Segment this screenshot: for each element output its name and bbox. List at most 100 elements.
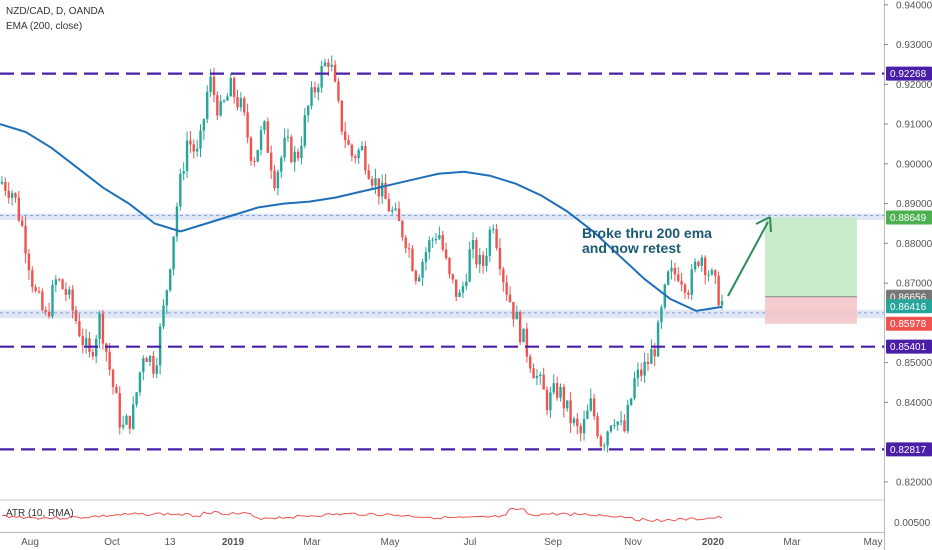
atr-axis-tick: 0.00500 (894, 518, 931, 529)
candle-body (135, 392, 138, 405)
x-tick-label-0: Aug (21, 537, 39, 548)
candle-body (717, 275, 720, 306)
candle-body (465, 281, 468, 287)
candle-body (374, 178, 377, 186)
candle-body (47, 311, 51, 317)
candle-body (529, 356, 532, 369)
candle-body (380, 182, 384, 197)
candle-body (518, 312, 522, 343)
candle-body (249, 137, 253, 161)
candle-body (253, 160, 256, 162)
candle-body (606, 431, 609, 446)
candle-body (219, 101, 222, 116)
candle-body (455, 279, 458, 297)
candle-body (125, 415, 128, 425)
candle-body (448, 258, 451, 275)
candle-body (115, 386, 118, 394)
ema-200-line (0, 123, 723, 312)
candle-body (192, 144, 195, 152)
candle-body (485, 255, 488, 266)
candle-body (428, 240, 431, 253)
y-tick-label-1: 0.93000 (896, 40, 932, 51)
y-tick-label-3: 0.91000 (896, 120, 932, 131)
candle-body (596, 416, 599, 437)
atr-legend[interactable]: ATR (10, RMA) (6, 508, 74, 519)
zones-layer (0, 213, 884, 319)
candle-body (515, 312, 518, 320)
candle-body (391, 209, 394, 212)
candle-body (347, 140, 350, 145)
candle-body (576, 418, 579, 427)
ema-legend[interactable]: EMA (200, close) (6, 21, 83, 32)
candle-body (539, 374, 542, 376)
x-tick-label-4: Mar (303, 537, 321, 548)
candle-body (471, 240, 475, 250)
candle-body (404, 237, 407, 249)
candle-body (559, 386, 562, 398)
candle-body (132, 404, 135, 429)
candles-layer (0, 55, 724, 453)
level-badge-0 (886, 66, 932, 81)
candle-body (461, 286, 465, 293)
candle-body (20, 220, 24, 226)
candle-body (481, 254, 485, 266)
candle-body (444, 249, 448, 259)
level-badge-text-1: 0.85401 (890, 342, 927, 353)
price-badge-2 (886, 299, 932, 314)
price-axis[interactable]: 0.94000 0.93000 0.92000 0.91000 0.90000 0.890… (884, 0, 932, 488)
candle-body (340, 100, 344, 132)
candle-body (663, 284, 667, 308)
candle-body (343, 131, 347, 141)
candle-body (195, 148, 199, 152)
candle-body (505, 282, 508, 295)
candle-body (91, 351, 95, 357)
annotation-line-1: Broke thru 200 ema (582, 225, 712, 241)
candle-body (273, 170, 276, 189)
candle-body (350, 144, 354, 157)
candle-body (327, 62, 330, 67)
price-badge-0 (886, 210, 932, 225)
candle-body (202, 119, 206, 131)
candle-body (566, 400, 569, 409)
candle-body (229, 78, 232, 97)
time-axis[interactable]: Aug Oct 13 2019 Mar May Jul Sep Nov 2020 Mar May (21, 537, 882, 548)
candle-body (629, 398, 633, 405)
candle-body (280, 157, 283, 172)
candle-body (51, 284, 54, 317)
y-tick-label-4: 0.90000 (896, 159, 932, 170)
y-tick-label-2: 0.92000 (896, 80, 932, 91)
candle-body (549, 392, 552, 411)
candle-body (360, 146, 364, 151)
candle-body (609, 425, 613, 432)
candle-body (172, 236, 175, 270)
candle-body (411, 248, 414, 271)
up-arrow-line (727, 221, 769, 297)
up-arrow-head (755, 216, 772, 233)
candle-body (414, 270, 418, 282)
candle-body (269, 152, 273, 171)
candle-body (626, 404, 629, 432)
candle-body (81, 336, 84, 346)
candle-body (145, 358, 148, 363)
annotation-line-2: and now retest (582, 240, 681, 256)
ema-layer (0, 123, 723, 312)
candle-body (508, 294, 512, 302)
candle-body (283, 137, 286, 158)
y-tick-label-0: 0.94000 (896, 0, 932, 11)
candle-body (683, 284, 687, 293)
x-tick-label-7: Sep (544, 537, 562, 548)
candle-body (199, 130, 202, 149)
candle-body (677, 274, 680, 281)
price-badge-3 (886, 316, 932, 331)
symbol-legend[interactable]: NZD/CAD, D, OANDA (6, 6, 105, 17)
candle-body (10, 193, 14, 198)
level-badge-1 (886, 339, 932, 354)
x-tick-label-2: 13 (164, 537, 176, 548)
candle-body (313, 87, 317, 93)
candle-body (71, 289, 74, 311)
candle-body (121, 424, 125, 428)
candle-body (300, 145, 303, 159)
candle-body (323, 62, 327, 66)
